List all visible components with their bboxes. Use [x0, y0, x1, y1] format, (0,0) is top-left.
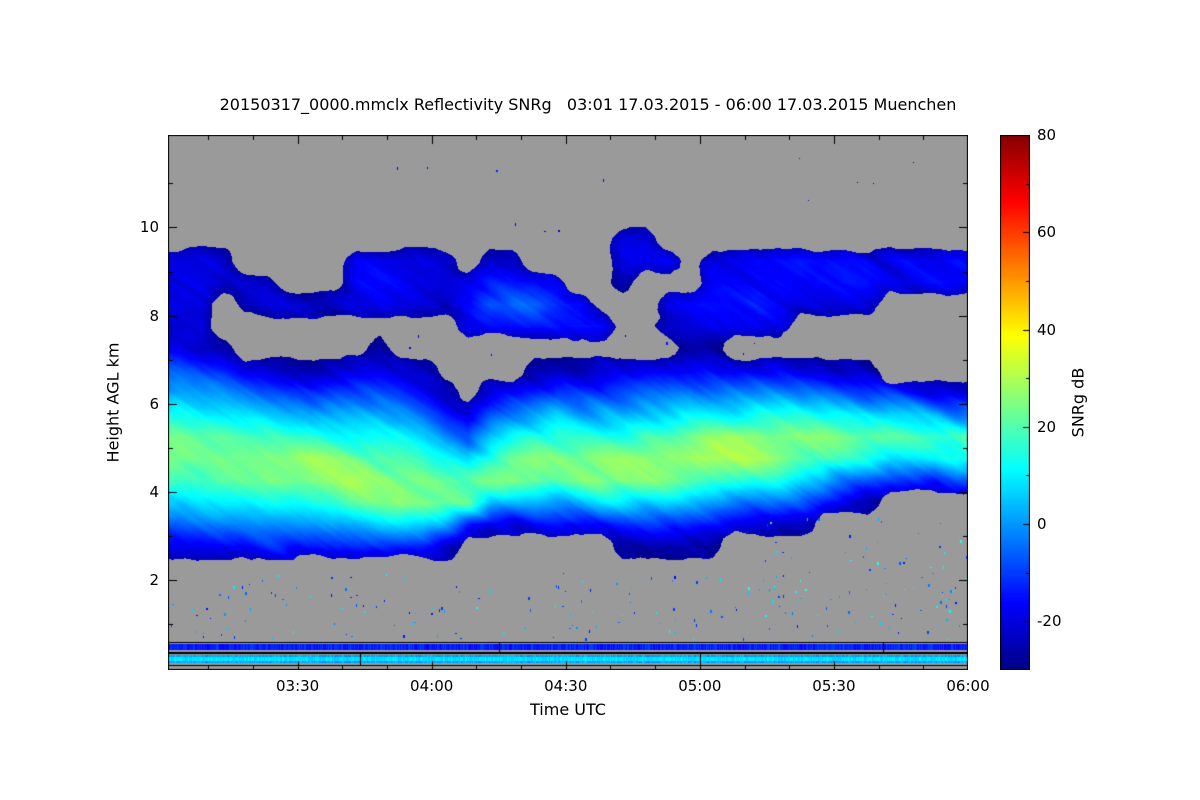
- colorbar-gradient-canvas: [1000, 135, 1030, 670]
- x-tick-label: 04:00: [410, 677, 454, 695]
- x-tick-label: 03:30: [275, 677, 320, 695]
- x-tick-label: 06:00: [946, 677, 990, 695]
- x-tick-label: 05:00: [678, 677, 722, 695]
- colorbar-tick-label: 60: [1037, 223, 1057, 242]
- reflectivity-heatmap-canvas: [168, 135, 968, 670]
- colorbar-tick-label: 20: [1037, 417, 1057, 436]
- y-tick-label: 10: [139, 218, 159, 237]
- y-tick-label: 8: [149, 306, 159, 325]
- y-tick-label: 6: [149, 394, 159, 413]
- x-tick-label: 04:30: [544, 677, 588, 695]
- colorbar-tick-label: 40: [1037, 320, 1057, 339]
- colorbar-tick-label: 80: [1037, 126, 1057, 144]
- colorbar-tick-label: 0: [1037, 515, 1047, 534]
- colorbar-tick-label: -20: [1037, 612, 1062, 631]
- x-tick-label: 05:30: [812, 677, 856, 695]
- plot-title: 20150317_0000.mmclx Reflectivity SNRg 03…: [219, 95, 957, 114]
- y-tick-label: 4: [149, 482, 159, 501]
- y-axis-label: Height AGL km: [103, 342, 123, 463]
- x-axis-label: Time UTC: [530, 700, 606, 719]
- y-tick-label: 2: [149, 570, 159, 589]
- colorbar-label: SNRg dB: [1068, 367, 1088, 438]
